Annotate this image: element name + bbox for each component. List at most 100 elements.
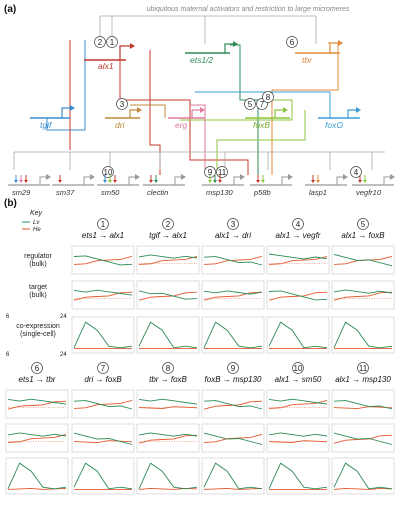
mini-plot — [331, 457, 395, 495]
tbr-label: tbr — [302, 55, 313, 65]
number-label: 9 — [208, 168, 213, 177]
target-gene-vegfr10: vegfr10 — [352, 174, 395, 197]
number-label: 8 — [266, 93, 271, 102]
comparison-number: 1 — [101, 220, 106, 229]
comparison-header: 11 alx1 → msp130 — [335, 362, 391, 384]
target-gene-lasp1: lasp1 — [305, 174, 348, 197]
number-label: 10 — [104, 168, 113, 177]
comparison-label: tbr → foxB — [149, 375, 187, 384]
mini-plot — [266, 316, 330, 354]
gene-ets12: ets1/2 — [185, 41, 238, 65]
row-label-target: target — [29, 284, 47, 291]
target-gene-sm37: sm37 — [52, 174, 95, 197]
ets12-label: ets1/2 — [190, 55, 213, 65]
he-line — [333, 291, 393, 301]
mini-plot — [136, 316, 200, 354]
lv-line — [333, 253, 393, 267]
lv-line — [333, 432, 393, 445]
comparison-number: 11 — [359, 364, 368, 373]
target-wiring — [13, 151, 385, 170]
comparison-header: 9 foxB → msp130 — [205, 362, 262, 384]
comparison-label: foxB → msp130 — [205, 375, 262, 384]
lv-line — [268, 462, 328, 490]
gene-alx1: alx1 — [84, 43, 135, 71]
comparison-header: 3 alx1 → dri — [215, 218, 251, 240]
comparison-number: 5 — [361, 220, 366, 229]
number-label: 5 — [248, 100, 253, 109]
comparison-header: 7 dri → foxB — [84, 362, 122, 384]
comparison-label: alx1 → foxB — [341, 231, 385, 240]
target-label: sm50 — [101, 188, 120, 197]
he-line — [203, 255, 263, 265]
he-line — [333, 487, 393, 490]
comparison-label: alx1 → dri — [215, 231, 251, 240]
mini-plot — [201, 423, 265, 453]
number-circle-10: 10 — [102, 166, 114, 178]
target-label: sm37 — [56, 188, 75, 197]
comparison-label: ets1 → tbr — [19, 375, 56, 384]
mini-plot — [71, 280, 135, 310]
he-line — [333, 406, 393, 410]
mini-plot — [5, 457, 69, 495]
number-label: 6 — [290, 38, 295, 47]
target-gene-p58b: p58b — [250, 174, 293, 197]
lv-line — [7, 398, 67, 405]
gene-foxo: foxO — [318, 107, 361, 130]
mini-plot — [136, 280, 200, 310]
mini-plot — [136, 245, 200, 275]
number-circle-2: 2 — [94, 36, 106, 48]
number-circle-1: 1 — [106, 36, 118, 48]
foxo-label: foxO — [325, 120, 343, 130]
number-label: 7 — [260, 100, 265, 109]
number-circle-4: 4 — [350, 166, 362, 178]
mini-plot — [136, 389, 200, 419]
he-line — [73, 440, 133, 444]
comparison-number: 3 — [231, 220, 236, 229]
comparison-number: 7 — [101, 364, 106, 373]
mini-plot — [266, 245, 330, 275]
tgif-label: tgif — [40, 120, 53, 130]
tick-sc-right: 24 — [60, 352, 67, 358]
mini-plot — [136, 457, 200, 495]
lv-line — [138, 254, 198, 259]
mini-plot — [71, 245, 135, 275]
comparison-label: alx1 → sm50 — [275, 375, 322, 384]
panel-a-label: (a) — [4, 4, 16, 15]
lv-line — [203, 462, 263, 490]
number-circle-9: 9 — [204, 166, 216, 178]
lv-line — [7, 432, 67, 437]
number-circle-3: 3 — [116, 98, 128, 110]
alx1-label: alx1 — [98, 61, 114, 71]
key-title: Key — [30, 210, 43, 217]
comparison-label: alx1 → vegfr — [276, 231, 321, 240]
comparison-number: 2 — [166, 220, 171, 229]
he-line — [138, 291, 198, 301]
lv-line — [268, 290, 328, 301]
comparison-header: 4 alx1 → vegfr — [276, 218, 321, 240]
number-label: 3 — [120, 100, 125, 109]
lv-line — [333, 321, 393, 349]
lv-line — [138, 432, 198, 437]
top-text: ubiquitous maternal activators and restr… — [147, 6, 350, 13]
lv-line — [73, 289, 133, 296]
target-gene-sm50: sm50 — [97, 174, 140, 197]
row-label-coexpr-sub: (single-cell) — [20, 331, 56, 338]
target-label: sm29 — [12, 188, 31, 197]
lv-line — [73, 400, 133, 410]
lv-line — [268, 321, 328, 349]
lv-line — [73, 432, 133, 445]
tick-bulk-left: 6 — [6, 314, 10, 320]
target-label: p58b — [253, 188, 271, 197]
lv-line — [203, 256, 263, 266]
lv-line — [333, 462, 393, 490]
gene-dri: dri — [105, 107, 142, 130]
comparison-label: ets1 → alx1 — [82, 231, 124, 240]
number-circle-6: 6 — [286, 36, 298, 48]
lv-line — [203, 321, 263, 349]
row-label-regulator: regulator — [24, 253, 52, 260]
lv-line — [268, 253, 328, 260]
key: Key Lv He — [22, 210, 43, 233]
gene-foxb: foxB — [245, 107, 290, 130]
comparison-number: 10 — [294, 364, 303, 373]
